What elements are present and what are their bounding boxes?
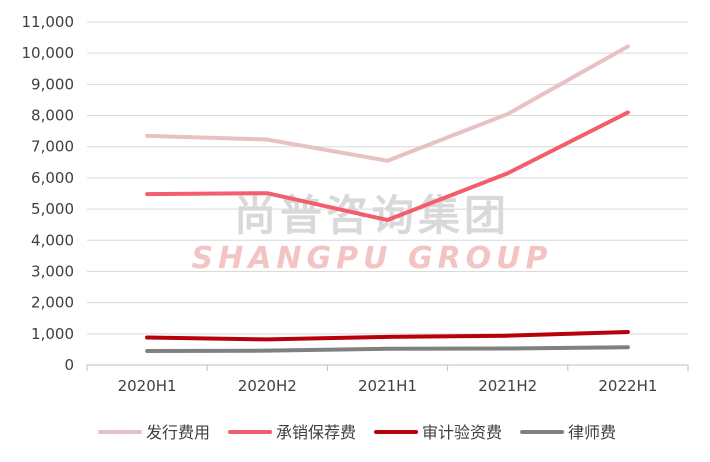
- y-tick-label: 6,000: [31, 169, 74, 187]
- legend-label: 审计验资费: [422, 423, 502, 442]
- y-tick-label: 9,000: [31, 75, 74, 93]
- series-line: [145, 44, 630, 163]
- x-tick-label: 2020H2: [238, 377, 297, 395]
- legend-label: 律师费: [568, 423, 616, 442]
- x-tick-label: 2020H1: [118, 377, 177, 395]
- series-line: [145, 110, 630, 223]
- legend-label: 承销保荐费: [276, 423, 356, 442]
- series-lines: [145, 44, 630, 353]
- y-tick-label: 0: [64, 356, 74, 374]
- x-tick-label: 2021H2: [478, 377, 537, 395]
- y-tick-label: 2,000: [31, 294, 74, 312]
- y-tick-label: 10,000: [22, 44, 75, 62]
- series-line: [145, 329, 630, 342]
- x-tick-label: 2022H1: [598, 377, 657, 395]
- y-tick-label: 5,000: [31, 200, 74, 218]
- watermark-en: SHANGPU GROUP: [191, 241, 552, 276]
- watermark: 尚普咨询集团 SHANGPU GROUP: [191, 191, 552, 276]
- y-tick-label: 7,000: [31, 138, 74, 156]
- legend: 发行费用 承销保荐费 审计验资费 律师费: [98, 423, 616, 442]
- series-line: [145, 345, 630, 353]
- y-tick-label: 8,000: [31, 107, 74, 125]
- y-tick-label: 3,000: [31, 262, 74, 280]
- legend-label: 发行费用: [146, 423, 210, 442]
- y-tick-label: 4,000: [31, 231, 74, 249]
- x-axis: 2020H1 2020H2 2021H1 2021H2 2022H1: [86, 364, 689, 395]
- x-tick-label: 2021H1: [358, 377, 417, 395]
- y-tick-label: 1,000: [31, 325, 74, 343]
- grid-lines: [87, 21, 688, 335]
- y-axis: 0 1,000 2,000 3,000 4,000 5,000 6,000 7,000 8,00…: [22, 13, 75, 374]
- y-tick-label: 11,000: [22, 13, 75, 31]
